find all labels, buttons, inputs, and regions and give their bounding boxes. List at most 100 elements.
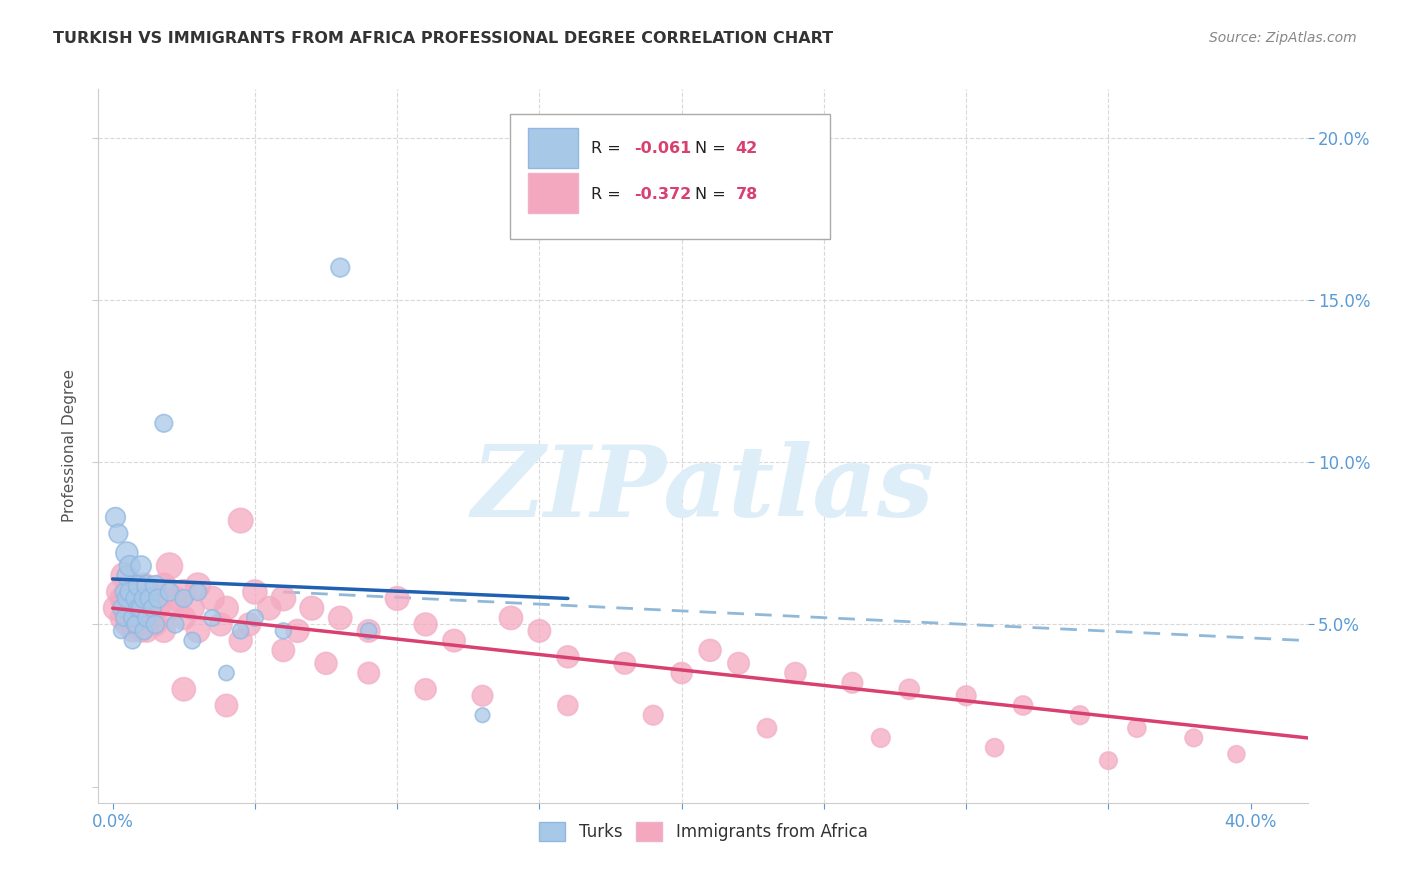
Point	[141, 601, 163, 615]
Point	[869, 731, 891, 745]
Point	[329, 260, 352, 275]
Point	[1225, 747, 1247, 761]
Y-axis label: Professional Degree: Professional Degree	[62, 369, 77, 523]
Point	[124, 611, 146, 625]
Point	[257, 601, 280, 615]
Point	[499, 611, 522, 625]
Point	[129, 601, 152, 615]
Text: Source: ZipAtlas.com: Source: ZipAtlas.com	[1209, 31, 1357, 45]
Point	[118, 585, 141, 599]
Point	[209, 617, 232, 632]
Point	[132, 578, 155, 592]
Point	[955, 689, 977, 703]
Point	[118, 559, 141, 574]
Point	[215, 698, 238, 713]
Point	[187, 585, 209, 599]
Point	[127, 578, 149, 592]
Point	[443, 633, 465, 648]
Point	[173, 682, 195, 697]
Text: ZIPatlas: ZIPatlas	[472, 441, 934, 537]
Point	[127, 601, 149, 615]
Point	[165, 591, 187, 606]
Point	[121, 578, 143, 592]
Point	[138, 591, 160, 606]
Point	[671, 666, 693, 681]
Point	[173, 611, 195, 625]
Point	[238, 617, 260, 632]
Point	[201, 591, 224, 606]
Point	[135, 624, 157, 638]
Point	[329, 611, 352, 625]
Point	[1097, 754, 1119, 768]
Point	[124, 591, 146, 606]
Point	[181, 633, 204, 648]
Point	[727, 657, 749, 671]
Point	[557, 698, 579, 713]
Point	[159, 585, 181, 599]
Point	[153, 417, 176, 431]
Point	[273, 591, 295, 606]
Point	[898, 682, 921, 697]
Point	[159, 601, 181, 615]
Point	[104, 601, 127, 615]
Point	[107, 526, 129, 541]
Point	[129, 624, 152, 638]
Point	[110, 611, 132, 625]
Point	[181, 601, 204, 615]
Point	[165, 617, 187, 632]
FancyBboxPatch shape	[509, 114, 830, 239]
Point	[613, 657, 636, 671]
Point	[315, 657, 337, 671]
Point	[173, 591, 195, 606]
Point	[121, 633, 143, 648]
Point	[115, 546, 138, 560]
Text: R =: R =	[591, 141, 626, 156]
Point	[1012, 698, 1035, 713]
Point	[118, 601, 141, 615]
Point	[471, 689, 494, 703]
Point	[1069, 708, 1091, 723]
Point	[173, 585, 195, 599]
Point	[643, 708, 665, 723]
Point	[138, 591, 160, 606]
Point	[124, 617, 146, 632]
Point	[841, 675, 863, 690]
Point	[201, 611, 224, 625]
Point	[146, 601, 169, 615]
Point	[115, 591, 138, 606]
Point	[132, 624, 155, 638]
Point	[135, 611, 157, 625]
Point	[557, 649, 579, 664]
FancyBboxPatch shape	[527, 128, 578, 168]
Point	[143, 617, 166, 632]
Point	[229, 514, 252, 528]
Point	[1126, 721, 1149, 735]
Point	[143, 578, 166, 592]
Point	[385, 591, 408, 606]
Point	[121, 624, 143, 638]
Point	[135, 578, 157, 592]
Point	[357, 666, 380, 681]
Point	[471, 708, 494, 723]
Point	[785, 666, 807, 681]
Point	[229, 624, 252, 638]
Point	[121, 611, 143, 625]
Point	[143, 617, 166, 632]
Point	[104, 510, 127, 524]
Point	[215, 601, 238, 615]
FancyBboxPatch shape	[527, 173, 578, 213]
Point	[301, 601, 323, 615]
Point	[159, 559, 181, 574]
Legend: Turks, Immigrants from Africa: Turks, Immigrants from Africa	[531, 815, 875, 848]
Point	[129, 559, 152, 574]
Point	[357, 624, 380, 638]
Text: TURKISH VS IMMIGRANTS FROM AFRICA PROFESSIONAL DEGREE CORRELATION CHART: TURKISH VS IMMIGRANTS FROM AFRICA PROFES…	[53, 31, 834, 46]
Text: N =: N =	[695, 186, 730, 202]
Point	[135, 601, 157, 615]
Point	[415, 617, 437, 632]
Point	[529, 624, 551, 638]
Point	[129, 601, 152, 615]
Point	[141, 611, 163, 625]
Text: N =: N =	[695, 141, 730, 156]
Point	[243, 611, 266, 625]
